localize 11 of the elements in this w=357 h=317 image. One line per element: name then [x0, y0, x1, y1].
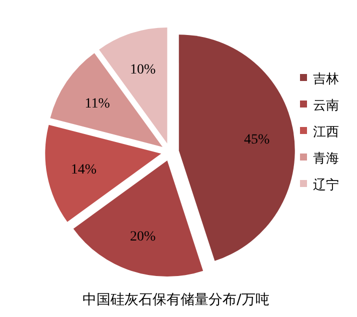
data-label: 11%	[84, 96, 110, 112]
text: 中国硅灰石保有储量分布/万吨	[82, 292, 270, 308]
data-label: 45%	[244, 132, 270, 148]
data-label: 20%	[130, 230, 156, 245]
legend-label: 辽宁	[313, 177, 339, 193]
legend-label: 青海	[313, 152, 339, 166]
legend-label: 江西	[313, 125, 339, 140]
data-label: 10%	[130, 62, 156, 78]
legend-label: 云南	[313, 98, 339, 114]
legend-label: 吉林	[313, 72, 339, 87]
data-label: 14%	[70, 162, 97, 178]
